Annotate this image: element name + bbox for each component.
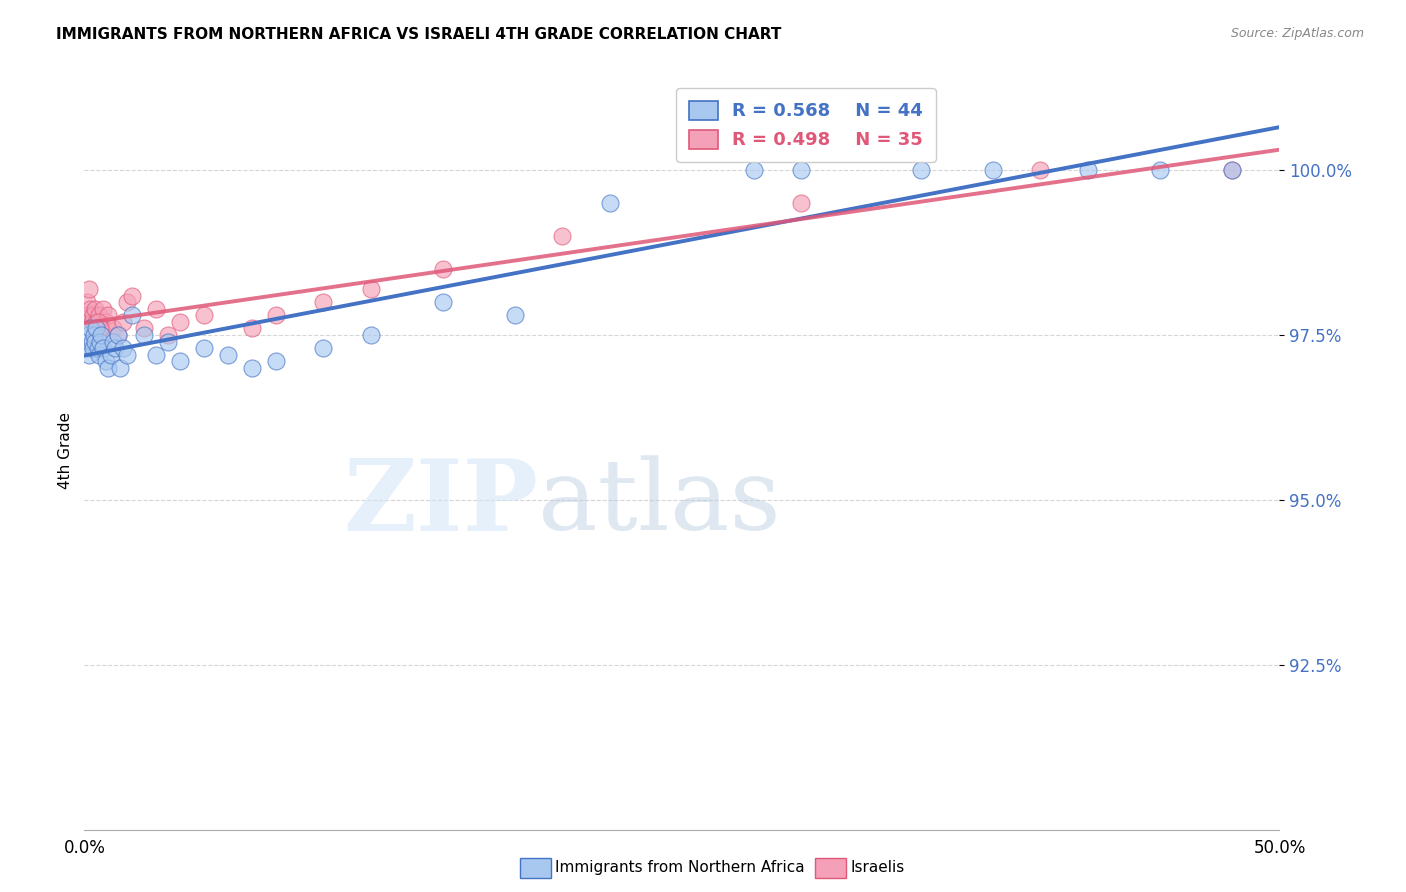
Y-axis label: 4th Grade: 4th Grade [58, 412, 73, 489]
Point [264, 354, 287, 368]
Point [432, 262, 454, 277]
Point [76, 295, 98, 310]
Point [80, 334, 103, 349]
Point [87, 348, 110, 362]
Point [742, 163, 765, 178]
Point [790, 163, 813, 178]
Point [360, 328, 382, 343]
Point [790, 196, 813, 211]
Point [77, 328, 100, 343]
Point [145, 348, 167, 362]
Point [90, 328, 112, 343]
Point [432, 295, 454, 310]
Point [910, 163, 932, 178]
Point [1220, 163, 1243, 178]
Point [599, 196, 621, 211]
Legend: R = 0.568    N = 44, R = 0.498    N = 35: R = 0.568 N = 44, R = 0.498 N = 35 [676, 88, 936, 162]
Point [145, 301, 167, 316]
Point [89, 334, 111, 349]
Point [312, 295, 335, 310]
Point [86, 315, 108, 329]
Point [169, 354, 191, 368]
Text: IMMIGRANTS FROM NORTHERN AFRICA VS ISRAELI 4TH GRADE CORRELATION CHART: IMMIGRANTS FROM NORTHERN AFRICA VS ISRAE… [56, 27, 782, 42]
Point [111, 341, 134, 355]
Point [93, 301, 115, 316]
Point [97, 308, 120, 322]
Point [89, 321, 111, 335]
Point [111, 315, 134, 329]
Point [132, 321, 156, 335]
Point [193, 308, 215, 322]
Point [240, 321, 263, 335]
Point [77, 348, 100, 362]
Point [86, 315, 108, 329]
Point [86, 341, 108, 355]
Point [86, 321, 108, 335]
Point [101, 321, 124, 335]
Point [87, 308, 110, 322]
Text: ZIP: ZIP [343, 455, 538, 552]
Point [97, 361, 120, 376]
Point [240, 361, 263, 376]
Point [360, 282, 382, 296]
Point [90, 321, 112, 335]
Point [157, 328, 180, 343]
Point [264, 308, 287, 322]
Point [82, 308, 104, 322]
Point [551, 229, 574, 244]
Point [1029, 163, 1052, 178]
Point [157, 334, 180, 349]
Point [93, 341, 115, 355]
Point [121, 308, 143, 322]
Point [82, 341, 104, 355]
Point [84, 334, 107, 349]
Point [1149, 163, 1171, 178]
Point [100, 348, 122, 362]
Point [217, 348, 239, 362]
Point [76, 341, 98, 355]
Point [83, 328, 105, 343]
Point [94, 315, 117, 329]
Text: Israelis: Israelis [851, 861, 905, 875]
Point [193, 341, 215, 355]
Point [79, 321, 101, 335]
Point [503, 308, 526, 322]
Point [981, 163, 1004, 178]
Point [110, 361, 132, 376]
Point [104, 341, 127, 355]
Text: atlas: atlas [538, 456, 782, 551]
Point [107, 328, 129, 343]
Point [117, 295, 139, 310]
Point [83, 321, 105, 335]
Point [312, 341, 335, 355]
Text: Source: ZipAtlas.com: Source: ZipAtlas.com [1230, 27, 1364, 40]
Point [169, 315, 191, 329]
Point [1077, 163, 1099, 178]
Point [94, 354, 117, 368]
Point [121, 288, 143, 302]
Point [1220, 163, 1243, 178]
Point [132, 328, 156, 343]
Point [79, 301, 101, 316]
Point [77, 282, 100, 296]
Point [101, 334, 124, 349]
Point [80, 315, 103, 329]
Point [107, 328, 129, 343]
Text: Immigrants from Northern Africa: Immigrants from Northern Africa [555, 861, 806, 875]
Point [77, 308, 100, 322]
Point [84, 301, 107, 316]
Point [117, 348, 139, 362]
